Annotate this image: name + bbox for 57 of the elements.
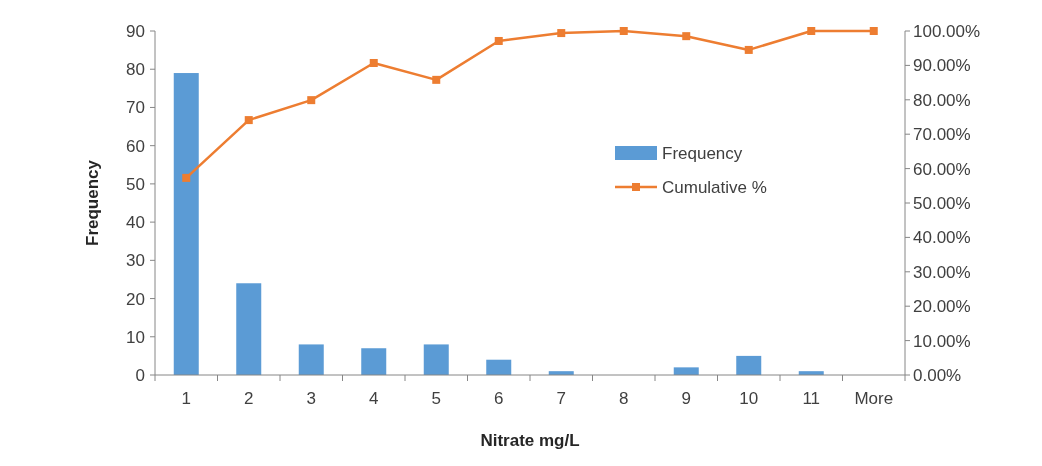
y-tick-label: 30 bbox=[126, 251, 145, 271]
y-tick-label: 20 bbox=[126, 289, 145, 309]
point bbox=[182, 173, 191, 182]
y2-tick-label: 60.00% bbox=[913, 159, 971, 179]
bar bbox=[423, 344, 449, 375]
y2-tick-label: 80.00% bbox=[913, 90, 971, 110]
bar bbox=[736, 355, 762, 375]
y2-tick-label: 30.00% bbox=[913, 262, 971, 282]
y2-tick-label: 50.00% bbox=[913, 193, 971, 213]
bar bbox=[298, 344, 324, 375]
point bbox=[244, 116, 253, 125]
bar bbox=[361, 348, 387, 375]
x-axis-title: Nitrate mg/L bbox=[480, 431, 580, 450]
y-axis-title: Frequency bbox=[83, 159, 102, 246]
bar bbox=[236, 283, 262, 375]
y2-tick-label: 10.00% bbox=[913, 331, 971, 351]
y-tick-label: 10 bbox=[126, 327, 145, 347]
bar bbox=[486, 359, 512, 375]
x-tick-label: 2 bbox=[244, 389, 254, 408]
point bbox=[744, 45, 753, 54]
bar bbox=[173, 73, 199, 375]
x-tick-label: 1 bbox=[181, 389, 191, 408]
x-tick-label: 6 bbox=[494, 389, 504, 408]
point bbox=[682, 32, 691, 41]
y2-tick-label: 70.00% bbox=[913, 125, 971, 145]
x-tick-label: 9 bbox=[681, 389, 691, 408]
x-tick-label: 10 bbox=[739, 389, 759, 408]
x-tick-label: 7 bbox=[556, 389, 566, 408]
y2-tick-label: 0.00% bbox=[913, 365, 962, 385]
y-tick-label: 90 bbox=[126, 21, 145, 41]
legend-label: Cumulative % bbox=[662, 177, 767, 197]
y-tick-label: 80 bbox=[126, 60, 145, 80]
x-tick-label: 8 bbox=[619, 389, 629, 408]
y-tick-label: 40 bbox=[126, 213, 145, 233]
point bbox=[619, 27, 628, 35]
point bbox=[557, 29, 566, 38]
y2-tick-label: 40.00% bbox=[913, 228, 971, 248]
x-tick-label: 3 bbox=[306, 389, 316, 408]
x-tick-label: More bbox=[854, 389, 894, 408]
point bbox=[307, 96, 316, 105]
y2-tick-label: 20.00% bbox=[913, 297, 971, 317]
y-tick-label: 50 bbox=[126, 174, 145, 194]
point bbox=[432, 75, 441, 84]
y-tick-label: 70 bbox=[126, 98, 145, 118]
bar bbox=[673, 367, 699, 375]
y2-tick-label: 100.00% bbox=[913, 21, 981, 41]
point bbox=[369, 58, 378, 67]
point bbox=[869, 27, 878, 35]
legend-label: Frequency bbox=[662, 143, 743, 163]
y-tick-label: 60 bbox=[126, 136, 145, 156]
x-tick-label: 5 bbox=[431, 389, 441, 408]
x-tick-label: 4 bbox=[369, 389, 379, 408]
y-tick-label: 0 bbox=[135, 365, 145, 385]
point bbox=[807, 27, 816, 35]
x-tick-label: 11 bbox=[802, 389, 821, 408]
point bbox=[494, 36, 503, 45]
y2-tick-label: 90.00% bbox=[913, 56, 971, 76]
